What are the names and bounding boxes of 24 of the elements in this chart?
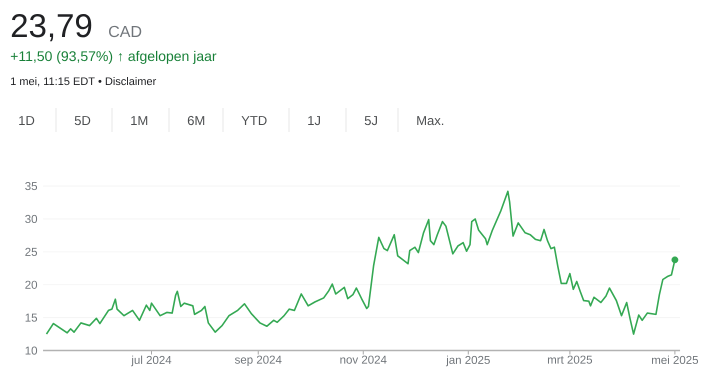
x-tick-label: jan 2025 xyxy=(446,356,490,366)
chart-subtitle: CAD xyxy=(109,26,142,38)
text: Max. xyxy=(417,116,444,126)
text: 1M xyxy=(131,116,148,125)
text: YTD xyxy=(241,116,267,125)
text: 6M xyxy=(188,116,204,126)
text: +11,50 (93,57%) ↑ afgelopen jaar xyxy=(10,50,216,64)
text: 1 mei, 11:15 EDT • Disclaimer xyxy=(11,77,156,86)
y-tick-label: 30 xyxy=(25,214,38,224)
x-tick-label: sep 2024 xyxy=(234,356,282,366)
y-tick-label: 35 xyxy=(25,182,38,190)
chart-title: 23,79 xyxy=(12,14,92,42)
x-tick-label: nov 2024 xyxy=(340,356,387,364)
y-tick-label: 10 xyxy=(26,346,38,355)
x-tick-label: jul 2024 xyxy=(131,356,172,366)
text: 5J xyxy=(364,116,377,126)
x-tick-label: mrt 2025 xyxy=(548,356,592,364)
y-tick-label: 20 xyxy=(25,280,38,289)
text: 5D xyxy=(74,116,90,126)
y-tick-label: 25 xyxy=(25,248,38,256)
y-tick-label: 15 xyxy=(26,314,38,322)
x-tick-label: mei 2025 xyxy=(652,356,698,364)
text: 1D xyxy=(19,116,34,125)
text: 1J xyxy=(308,116,320,126)
